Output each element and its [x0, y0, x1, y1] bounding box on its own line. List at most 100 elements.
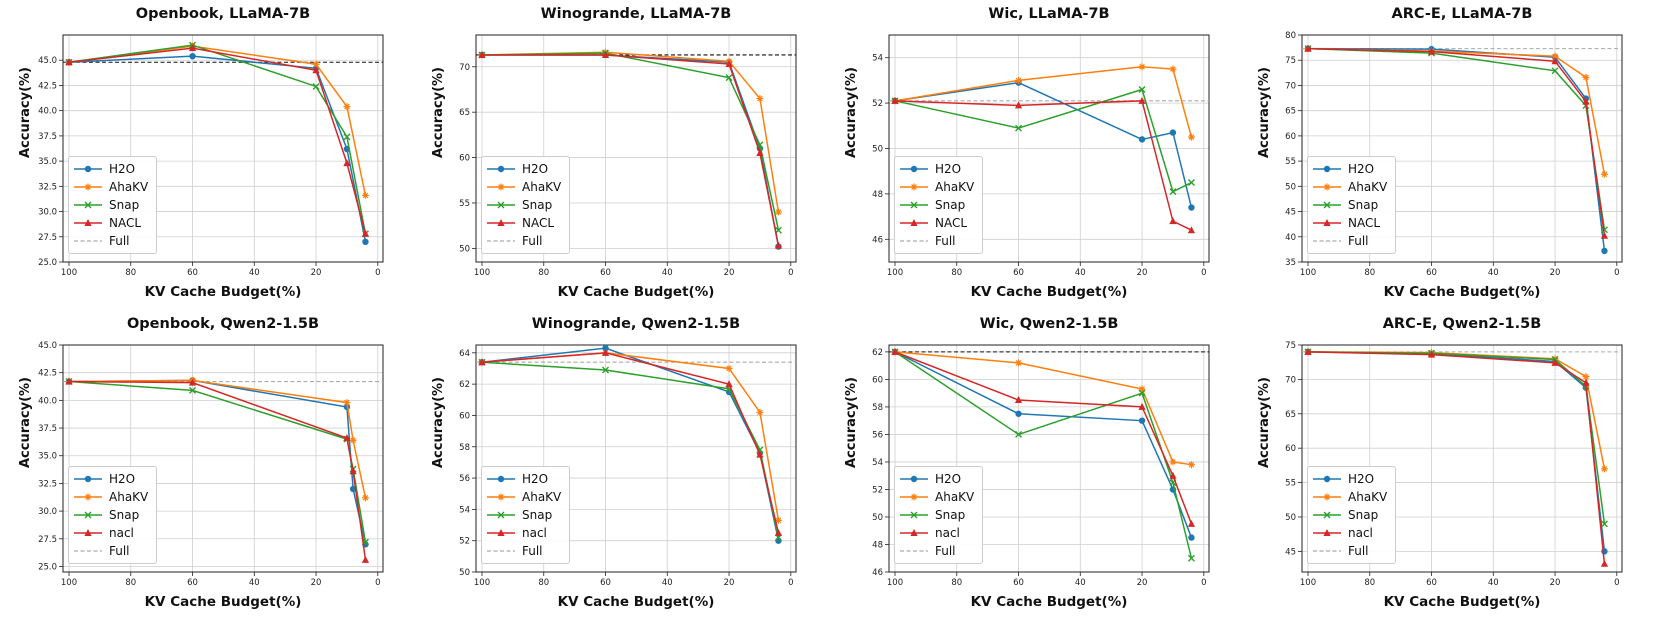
legend-label: Snap: [109, 508, 139, 522]
y-tick-label: 75: [1285, 56, 1296, 66]
y-tick-label: 40: [1285, 233, 1296, 243]
y-tick-label: 58: [872, 403, 883, 413]
legend-item-nacl: nacl: [899, 524, 974, 542]
y-tick-label: 35.0: [38, 452, 57, 462]
y-tick-label: 54: [872, 54, 883, 64]
y-tick-label: 27.5: [38, 535, 57, 545]
series-line-ahakv: [1308, 352, 1604, 469]
legend-marker: [85, 494, 92, 501]
point-h2o: [1139, 136, 1145, 142]
legend-swatch-snap: [73, 199, 103, 211]
y-tick-label: 37.5: [38, 424, 57, 434]
legend-marker: [85, 166, 91, 172]
x-tick-label: 100: [1300, 578, 1316, 588]
legend-item-h2o: H2O: [73, 160, 148, 178]
y-tick-label: 75: [1285, 341, 1296, 351]
legend-swatch-h2o: [486, 163, 516, 175]
legend-item-ahakv: AhaKV: [1312, 178, 1387, 196]
y-axis-label: Accuracy(%): [18, 108, 36, 158]
legend-swatch-h2o: [486, 473, 516, 485]
legend-label: Full: [109, 234, 130, 248]
legend-swatch-snap: [486, 199, 516, 211]
legend-item-h2o: H2O: [1312, 470, 1387, 488]
x-tick-label: 80: [1364, 268, 1375, 278]
legend-swatch-ahakv: [486, 491, 516, 503]
chart-title: Winogrande, Qwen2-1.5B: [476, 316, 796, 332]
legend-swatch-full: [486, 545, 516, 557]
legend-label: AhaKV: [109, 180, 148, 194]
legend-item-nacl: nacl: [73, 524, 148, 542]
legend-item-full: Full: [899, 542, 974, 560]
point-ahakv: [1169, 458, 1176, 465]
chart-title: Openbook, LLaMA-7B: [63, 6, 383, 22]
chart-title: ARC-E, Qwen2-1.5B: [1302, 316, 1622, 332]
legend-item-h2o: H2O: [486, 470, 561, 488]
legend-marker: [498, 476, 504, 482]
x-tick-label: 40: [1075, 578, 1086, 588]
y-tick-label: 35.0: [38, 157, 57, 167]
y-tick-label: 58: [459, 443, 470, 453]
legend-item-ahakv: AhaKV: [1312, 488, 1387, 506]
legend-swatch-h2o: [899, 473, 929, 485]
x-tick-label: 0: [788, 578, 793, 588]
y-tick-label: 40.0: [38, 396, 57, 406]
x-tick-label: 40: [1075, 268, 1086, 278]
y-tick-label: 70: [1285, 375, 1296, 385]
legend-label: nacl: [522, 526, 547, 540]
x-tick-label: 0: [1614, 578, 1619, 588]
y-tick-label: 50: [459, 568, 470, 578]
legend-label: AhaKV: [1348, 180, 1387, 194]
point-ahakv: [1139, 63, 1146, 70]
legend-label: Snap: [935, 508, 965, 522]
legend-item-full: Full: [1312, 232, 1387, 250]
legend-swatch-h2o: [73, 163, 103, 175]
legend-label: Snap: [1348, 198, 1378, 212]
legend-label: H2O: [935, 162, 961, 176]
legend-item-h2o: H2O: [73, 470, 148, 488]
legend: H2O AhaKV Snap NACL Full: [68, 156, 157, 254]
chart-title: Openbook, Qwen2-1.5B: [63, 316, 383, 332]
y-axis-label: Accuracy(%): [431, 418, 449, 468]
y-tick-label: 37.5: [38, 132, 57, 142]
legend-swatch-ahakv: [486, 181, 516, 193]
point-h2o: [1139, 417, 1145, 423]
x-tick-label: 20: [1137, 268, 1148, 278]
y-tick-label: 62: [872, 348, 883, 358]
y-tick-label: 60: [1285, 444, 1296, 454]
y-tick-label: 62: [459, 380, 470, 390]
legend-label: H2O: [1348, 162, 1374, 176]
x-tick-label: 60: [187, 268, 198, 278]
legend-item-snap: Snap: [1312, 506, 1387, 524]
legend-label: Full: [1348, 234, 1369, 248]
chart-title: Wic, LLaMA-7B: [889, 6, 1209, 22]
x-axis-label: KV Cache Budget(%): [63, 284, 383, 300]
point-h2o: [1188, 534, 1194, 540]
legend-label: Snap: [935, 198, 965, 212]
y-axis-label: Accuracy(%): [844, 418, 862, 468]
legend-item-nacl: nacl: [486, 524, 561, 542]
legend-swatch-nacl: [899, 527, 929, 539]
y-tick-label: 25.0: [38, 258, 57, 268]
y-tick-label: 45: [1285, 208, 1296, 218]
y-tick-label: 48: [872, 190, 883, 200]
legend-label: Full: [935, 544, 956, 558]
legend-label: Full: [109, 544, 130, 558]
chart-title: ARC-E, LLaMA-7B: [1302, 6, 1622, 22]
legend-label: Snap: [1348, 508, 1378, 522]
x-tick-label: 20: [1137, 578, 1148, 588]
legend-marker: [1324, 166, 1330, 172]
x-tick-label: 60: [600, 268, 611, 278]
y-tick-label: 50: [459, 244, 470, 254]
point-ahakv: [1169, 66, 1176, 73]
y-tick-label: 42.5: [38, 369, 57, 379]
y-tick-label: 52: [872, 485, 883, 495]
x-tick-label: 80: [538, 578, 549, 588]
legend-item-snap: Snap: [899, 196, 974, 214]
legend-swatch-full: [486, 235, 516, 247]
legend-item-full: Full: [486, 232, 561, 250]
legend-marker: [911, 476, 917, 482]
legend-swatch-h2o: [1312, 163, 1342, 175]
y-tick-label: 55: [1285, 157, 1296, 167]
chart-arc-e-llama-7b: 100 80 60 40 20 0 35 40 45 50 55 60 65 70 75 80 ARC-E, L…: [1239, 0, 1652, 310]
legend-label: nacl: [109, 526, 134, 540]
